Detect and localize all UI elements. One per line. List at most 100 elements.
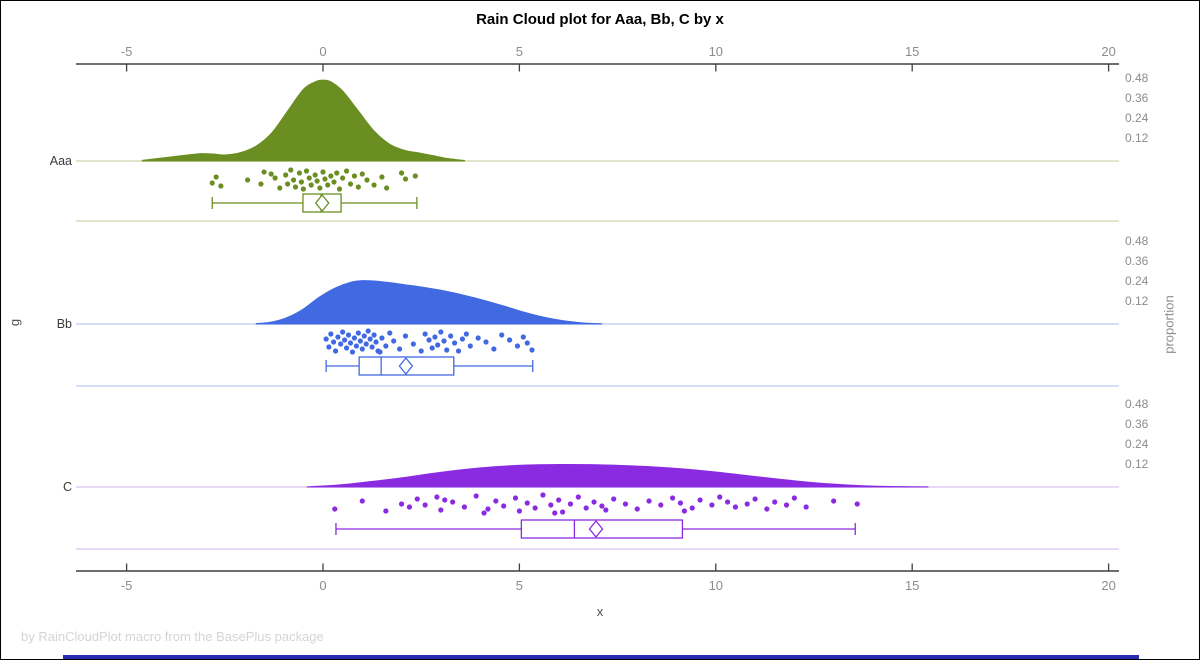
bottom-x-tick-label: 10 <box>709 578 723 593</box>
data-point-aaa <box>213 174 219 180</box>
data-point-c <box>669 495 676 501</box>
data-point-bb <box>499 332 505 338</box>
proportion-axis-label: proportion <box>1161 295 1177 354</box>
data-point-c <box>772 499 778 505</box>
data-point-c <box>681 508 687 514</box>
data-point-bb <box>444 347 450 353</box>
proportion-tick-label: 0.12 <box>1125 131 1149 145</box>
data-point-aaa <box>347 181 354 187</box>
data-point-aaa <box>292 184 299 190</box>
data-point-c <box>764 506 770 512</box>
proportion-tick-label: 0.36 <box>1125 91 1149 105</box>
data-point-c <box>634 506 640 512</box>
data-point-aaa <box>283 172 289 178</box>
data-point-aaa <box>314 178 320 184</box>
top-x-tick-label: 15 <box>905 44 919 59</box>
proportion-tick-label: 0.48 <box>1125 71 1149 85</box>
data-point-bb <box>391 338 397 344</box>
mean-diamond-aaa <box>314 193 330 213</box>
data-point-aaa <box>218 183 224 189</box>
data-point-c <box>540 492 546 498</box>
group-label-c: C <box>63 480 72 494</box>
data-point-bb <box>338 341 344 347</box>
top-x-tick-label: 0 <box>319 44 326 59</box>
data-point-c <box>450 499 456 505</box>
data-point-c <box>438 507 444 513</box>
data-point-c <box>473 493 479 499</box>
data-point-aaa <box>334 170 340 176</box>
data-point-aaa <box>261 169 267 175</box>
data-point-bb <box>475 335 481 341</box>
data-point-bb <box>451 340 458 346</box>
data-point-bb <box>379 335 385 341</box>
data-point-aaa <box>296 170 303 176</box>
data-point-aaa <box>379 174 385 180</box>
proportion-tick-label: 0.24 <box>1125 437 1149 451</box>
data-point-aaa <box>290 177 297 183</box>
data-point-c <box>485 506 491 512</box>
group-label-bb: Bb <box>57 317 72 331</box>
data-point-bb <box>448 333 454 339</box>
data-point-bb <box>520 334 526 340</box>
data-point-bb <box>441 338 447 344</box>
data-point-aaa <box>325 182 331 188</box>
data-point-aaa <box>209 180 215 186</box>
top-x-tick-label: 5 <box>516 44 523 59</box>
data-point-bb <box>335 334 341 340</box>
density-cloud-aaa <box>141 79 465 162</box>
x-axis-label: x <box>596 604 604 619</box>
data-point-aaa <box>384 185 390 191</box>
data-point-c <box>752 496 758 502</box>
data-point-c <box>677 500 684 506</box>
bottom-x-tick-label: 5 <box>516 578 523 593</box>
data-point-bb <box>396 346 403 352</box>
data-point-bb <box>429 345 435 351</box>
data-point-aaa <box>331 179 337 185</box>
data-point-bb <box>365 328 371 334</box>
data-point-bb <box>426 337 432 343</box>
data-point-bb <box>342 337 348 343</box>
data-point-aaa <box>402 176 409 182</box>
data-point-aaa <box>412 173 418 179</box>
proportion-tick-label: 0.48 <box>1125 234 1149 248</box>
data-point-bb <box>351 335 358 341</box>
data-point-c <box>548 502 554 508</box>
data-point-bb <box>383 343 389 349</box>
data-point-c <box>583 505 589 511</box>
data-point-aaa <box>268 171 274 177</box>
data-point-c <box>567 501 574 507</box>
data-point-c <box>854 501 860 507</box>
data-point-c <box>414 496 420 502</box>
data-point-c <box>501 503 507 509</box>
top-x-tick-label: -5 <box>121 44 133 59</box>
data-point-c <box>591 499 597 505</box>
proportion-tick-label: 0.24 <box>1125 111 1149 125</box>
data-point-bb <box>387 330 393 336</box>
data-point-bb <box>491 346 497 352</box>
data-point-aaa <box>320 169 326 175</box>
data-point-c <box>646 498 652 504</box>
chart-title: Rain Cloud plot for Aaa, Bb, C by x <box>476 11 724 28</box>
bottom-x-tick-label: -5 <box>121 578 133 593</box>
data-point-aaa <box>258 181 264 187</box>
data-point-bb <box>359 346 365 352</box>
data-point-c <box>709 502 715 508</box>
data-point-aaa <box>317 185 323 191</box>
proportion-tick-label: 0.36 <box>1125 254 1149 268</box>
data-point-aaa <box>340 175 346 181</box>
data-point-c <box>481 510 487 516</box>
data-point-bb <box>432 334 438 340</box>
bottom-x-tick-label: 0 <box>319 578 326 593</box>
data-point-bb <box>340 329 346 335</box>
data-point-aaa <box>371 182 377 188</box>
data-point-aaa <box>303 168 310 174</box>
density-cloud-c <box>306 463 929 488</box>
data-point-bb <box>331 339 337 345</box>
data-point-c <box>493 498 499 504</box>
data-point-aaa <box>288 167 294 173</box>
data-point-aaa <box>328 173 334 179</box>
data-point-c <box>611 496 617 502</box>
data-point-c <box>524 500 530 506</box>
data-point-bb <box>418 348 424 354</box>
data-point-aaa <box>336 186 343 192</box>
